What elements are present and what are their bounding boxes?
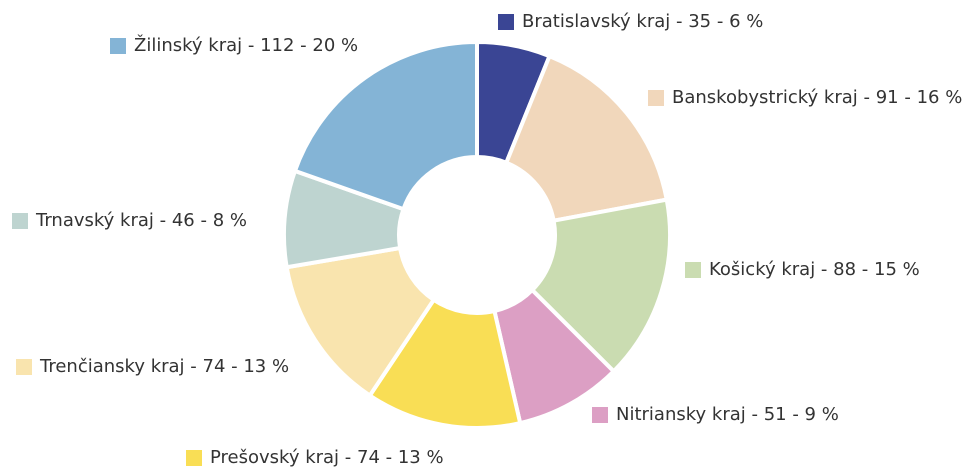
slice-label: Prešovský kraj - 74 - 13 % (210, 447, 444, 468)
slice-label: Trenčiansky kraj - 74 - 13 % (39, 356, 289, 377)
legend-swatch (186, 450, 202, 466)
slice (367, 297, 523, 430)
slice-label: Košický kraj - 88 - 15 % (709, 259, 920, 280)
slice (529, 197, 672, 375)
slice-label: Banskobystrický kraj - 91 - 16 % (672, 87, 962, 108)
slice (284, 245, 437, 399)
slice-label: Trnavský kraj - 46 - 8 % (35, 210, 247, 231)
slice (292, 39, 479, 212)
legend-swatch (16, 359, 32, 375)
legend-swatch (592, 407, 608, 423)
slice (503, 53, 670, 224)
legend-swatch (498, 14, 514, 30)
slice-label: Nitriansky kraj - 51 - 9 % (616, 404, 839, 425)
legend-swatch (12, 213, 28, 229)
slice-label: Bratislavský kraj - 35 - 6 % (522, 11, 763, 32)
legend-swatch (110, 38, 126, 54)
slice-label: Žilinský kraj - 112 - 20 % (134, 34, 358, 56)
legend-swatch (648, 90, 664, 106)
legend-swatch (685, 262, 701, 278)
